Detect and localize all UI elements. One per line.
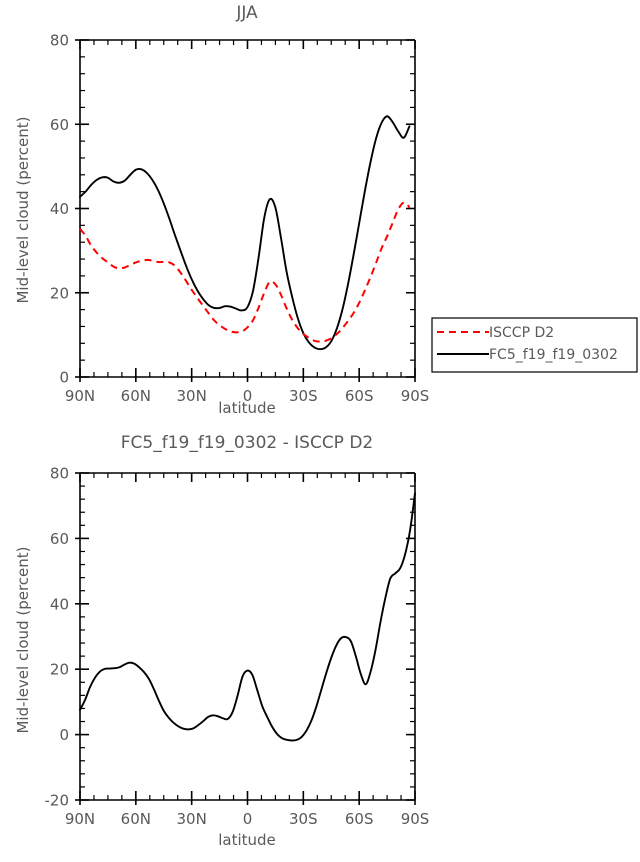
series-line-dashed bbox=[79, 201, 411, 343]
series-line-solid bbox=[79, 492, 416, 742]
legend-entry-isccp: ISCCP D2 bbox=[489, 325, 554, 341]
top-panel-curves bbox=[79, 115, 411, 351]
x-tick-label: 60S bbox=[345, 387, 374, 405]
x-tick-label: 90N bbox=[65, 810, 95, 828]
legend-entry-fc5: FC5_f19_f19_0302 bbox=[489, 347, 618, 363]
y-tick-label: 20 bbox=[50, 661, 69, 679]
x-tick-label: 0 bbox=[243, 387, 253, 405]
x-tick-label: 60N bbox=[121, 387, 151, 405]
y-tick-label: 60 bbox=[50, 116, 69, 134]
x-tick-label: 60N bbox=[121, 810, 151, 828]
top-panel-yaxis-label: Mid-level cloud (percent) bbox=[14, 116, 32, 303]
top-panel-xaxis-label: latitude bbox=[218, 399, 276, 417]
bottom-panel-tick-labels: -20 0 20 40 60 80 90N 60N 30N 0 30S 60S 90S bbox=[45, 465, 430, 829]
y-tick-label: 40 bbox=[50, 200, 69, 218]
top-panel-axes bbox=[75, 39, 416, 382]
legend: ISCCP D2 FC5_f19_f19_0302 bbox=[431, 317, 638, 373]
y-tick-label: 0 bbox=[59, 726, 69, 744]
x-tick-label: 90S bbox=[401, 810, 430, 828]
y-tick-label: 0 bbox=[59, 369, 69, 387]
x-tick-label: 30N bbox=[177, 387, 207, 405]
bottom-panel-yaxis-label: Mid-level cloud (percent) bbox=[14, 546, 32, 733]
x-tick-label: 90S bbox=[401, 387, 430, 405]
top-panel: JJA 0 20 40 60 80 90N 60N 30N 0 30S 60S 90S latitud… bbox=[14, 3, 429, 417]
bottom-panel: FC5_f19_f19_0302 - ISCCP D2 -20 0 20 40 60 80… bbox=[14, 433, 429, 849]
y-tick-label: -20 bbox=[45, 792, 70, 810]
top-panel-tick-labels: 0 20 40 60 80 90N 60N 30N 0 30S 60S 90S bbox=[50, 32, 429, 406]
x-tick-label: 60S bbox=[345, 810, 374, 828]
y-tick-label: 60 bbox=[50, 530, 69, 548]
x-tick-label: 30S bbox=[289, 810, 318, 828]
x-tick-label: 30S bbox=[289, 387, 318, 405]
series-line-solid bbox=[79, 115, 411, 351]
bottom-panel-title: FC5_f19_f19_0302 - ISCCP D2 bbox=[121, 433, 374, 453]
legend-box bbox=[431, 317, 638, 373]
top-panel-title: JJA bbox=[235, 3, 258, 23]
y-tick-label: 20 bbox=[50, 284, 69, 302]
bottom-panel-axes bbox=[75, 472, 416, 805]
x-tick-label: 90N bbox=[65, 387, 95, 405]
x-tick-label: 30N bbox=[177, 810, 207, 828]
y-tick-label: 80 bbox=[50, 32, 69, 50]
x-tick-label: 0 bbox=[243, 810, 253, 828]
y-tick-label: 40 bbox=[50, 595, 69, 613]
bottom-panel-xaxis-label: latitude bbox=[218, 831, 276, 849]
bottom-panel-curves bbox=[79, 492, 416, 742]
y-tick-label: 80 bbox=[50, 465, 69, 483]
